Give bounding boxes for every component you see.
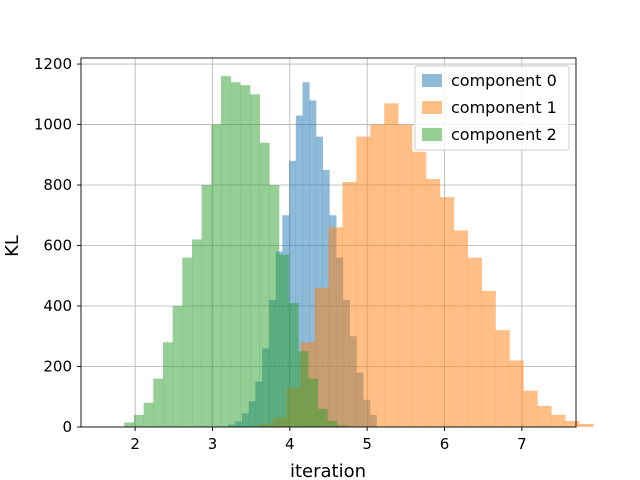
- histogram-bar: [279, 254, 289, 427]
- y-tick-label: 1000: [34, 116, 72, 134]
- histogram-bar: [453, 230, 469, 427]
- histogram-bar: [298, 351, 309, 427]
- tick-labels: 2 3 4 5 6 7 0 200 400 600 800 1000 1200: [34, 55, 527, 453]
- series-2-bars: [124, 76, 357, 428]
- x-tick-label: 3: [208, 435, 218, 453]
- histogram-bar: [249, 94, 260, 428]
- histogram-bar: [509, 360, 524, 427]
- histogram-bar: [143, 402, 154, 427]
- histogram-bar: [295, 115, 303, 427]
- y-tick-label: 200: [43, 358, 72, 376]
- histogram-bar: [495, 330, 510, 427]
- histogram-bar: [551, 414, 566, 427]
- histogram-bar: [172, 306, 183, 427]
- histogram-bar: [384, 103, 399, 428]
- histogram-bar: [398, 124, 413, 427]
- legend-box: [414, 65, 570, 151]
- histogram-bar: [315, 136, 323, 427]
- histogram-bar: [288, 302, 299, 427]
- legend-entry-label: component 1: [451, 98, 557, 117]
- histogram-bars: [124, 76, 594, 428]
- histogram-bar: [182, 257, 193, 427]
- legend: component 0 component 1 component 2: [414, 65, 570, 151]
- histogram-bar: [314, 287, 329, 427]
- histogram-bar: [370, 124, 385, 427]
- x-tick-label: 5: [362, 435, 372, 453]
- histogram-bar: [523, 390, 538, 427]
- y-tick-label: 400: [43, 297, 72, 315]
- legend-swatch: [422, 74, 442, 87]
- histogram-bar: [269, 185, 280, 427]
- histogram-bar: [412, 151, 427, 427]
- y-tick-label: 0: [62, 418, 72, 436]
- histogram-bar: [230, 82, 241, 428]
- histogram-bar: [328, 227, 343, 427]
- y-tick-label: 800: [43, 176, 72, 194]
- x-axis-label: iteration: [290, 461, 366, 480]
- histogram-bar: [191, 239, 202, 427]
- plot-frame: [80, 57, 577, 428]
- histogram-bar: [309, 100, 317, 427]
- x-tick-label: 6: [440, 435, 450, 453]
- histogram-bar: [565, 420, 580, 427]
- histogram-bar: [302, 82, 310, 428]
- histogram-bar: [259, 142, 270, 427]
- legend-swatch: [422, 128, 442, 141]
- x-tick-label: 2: [130, 435, 140, 453]
- x-tick-label: 7: [517, 435, 527, 453]
- histogram-bar: [579, 423, 594, 427]
- y-tick-label: 1200: [34, 55, 72, 73]
- axes: [77, 57, 577, 431]
- legend-entry-label: component 0: [451, 71, 557, 90]
- histogram-bar: [481, 290, 496, 427]
- histogram-bar: [467, 257, 482, 427]
- histogram-bar: [308, 378, 318, 427]
- legend-swatch: [422, 101, 442, 114]
- histogram-bar: [211, 124, 222, 427]
- histogram-bar: [240, 85, 251, 427]
- x-tick-label: 4: [285, 435, 295, 453]
- histogram-bar: [327, 420, 338, 427]
- histogram-bar: [439, 197, 455, 427]
- histogram-bar: [289, 160, 297, 427]
- histogram-bar: [317, 408, 328, 427]
- histogram-bar: [356, 136, 371, 427]
- histogram-bar: [220, 76, 231, 428]
- histogram-bar: [133, 414, 144, 427]
- histogram-bar: [153, 378, 164, 427]
- histogram-bar: [425, 178, 441, 427]
- histogram-bar: [201, 185, 212, 427]
- histogram-bar: [124, 422, 135, 427]
- y-tick-label: 600: [43, 237, 72, 255]
- legend-entry-label: component 2: [451, 125, 557, 144]
- y-axis-label: KL: [2, 235, 23, 257]
- histogram-bar: [537, 405, 552, 427]
- histogram-bar: [337, 425, 347, 427]
- histogram-bar: [162, 342, 173, 427]
- histogram-bar: [342, 182, 357, 427]
